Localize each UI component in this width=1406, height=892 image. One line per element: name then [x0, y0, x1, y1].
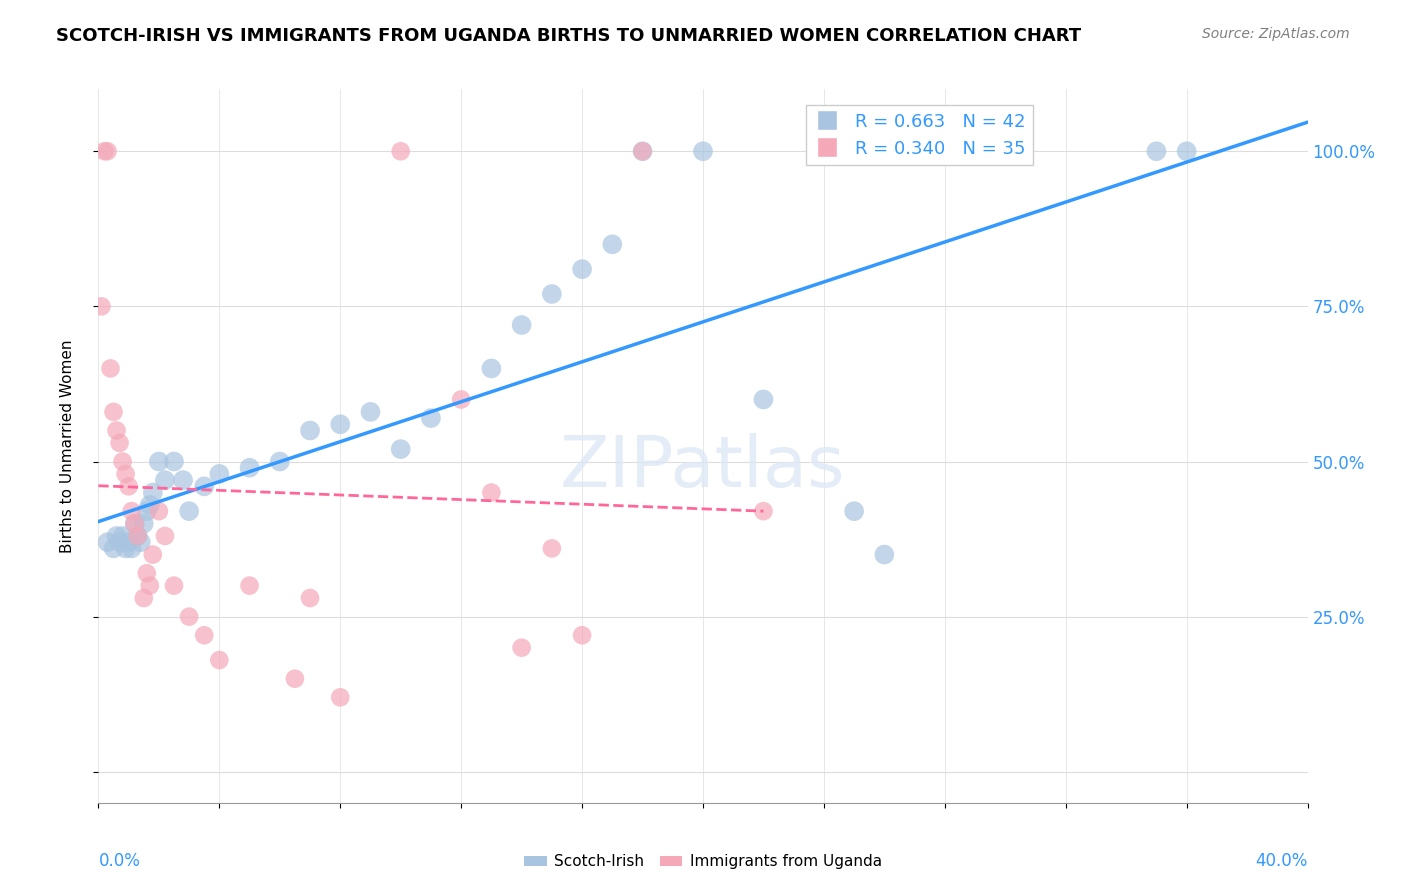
- Point: [90, 299, 112, 313]
- Point: [96, 535, 118, 549]
- Point: [631, 145, 654, 159]
- Point: [148, 504, 170, 518]
- Point: [540, 541, 562, 556]
- Point: [450, 392, 472, 407]
- Point: [114, 467, 136, 481]
- Point: [389, 442, 412, 456]
- Point: [360, 405, 382, 419]
- Point: [510, 640, 533, 655]
- Point: [124, 516, 146, 531]
- Point: [284, 672, 307, 686]
- Point: [103, 541, 125, 556]
- Point: [481, 485, 503, 500]
- Point: [420, 411, 443, 425]
- Point: [1146, 145, 1168, 159]
- Text: ZIPatlas: ZIPatlas: [560, 433, 846, 502]
- Point: [103, 405, 125, 419]
- Point: [124, 516, 146, 531]
- Point: [193, 479, 215, 493]
- Point: [118, 535, 141, 549]
- Point: [100, 361, 122, 376]
- Point: [132, 516, 155, 531]
- Point: [179, 609, 201, 624]
- Point: [239, 579, 262, 593]
- Point: [299, 424, 322, 438]
- Point: [193, 628, 215, 642]
- Point: [602, 237, 624, 252]
- Point: [139, 579, 162, 593]
- Point: [329, 417, 352, 432]
- Point: [148, 454, 170, 468]
- Point: [139, 498, 162, 512]
- Point: [269, 454, 291, 468]
- Point: [1175, 145, 1198, 159]
- Point: [239, 460, 262, 475]
- Point: [163, 579, 186, 593]
- Point: [121, 504, 143, 518]
- Point: [389, 145, 412, 159]
- Point: [179, 504, 201, 518]
- Point: [540, 287, 562, 301]
- Legend: R = 0.663   N = 42, R = 0.340   N = 35: R = 0.663 N = 42, R = 0.340 N = 35: [806, 105, 1032, 165]
- Point: [135, 504, 157, 518]
- Point: [153, 529, 176, 543]
- Point: [127, 529, 149, 543]
- Point: [631, 145, 654, 159]
- Legend: Scotch-Irish, Immigrants from Uganda: Scotch-Irish, Immigrants from Uganda: [517, 848, 889, 875]
- Point: [105, 424, 128, 438]
- Point: [172, 473, 194, 487]
- Point: [208, 467, 231, 481]
- Point: [108, 535, 131, 549]
- Point: [127, 529, 149, 543]
- Point: [121, 541, 143, 556]
- Point: [994, 145, 1017, 159]
- Point: [163, 454, 186, 468]
- Point: [129, 535, 152, 549]
- Point: [142, 548, 165, 562]
- Point: [132, 591, 155, 605]
- Point: [208, 653, 231, 667]
- Point: [873, 548, 896, 562]
- Point: [510, 318, 533, 332]
- Text: 40.0%: 40.0%: [1256, 853, 1308, 871]
- Text: 0.0%: 0.0%: [98, 853, 141, 871]
- Point: [96, 145, 118, 159]
- Point: [114, 541, 136, 556]
- Point: [111, 529, 134, 543]
- Point: [135, 566, 157, 581]
- Point: [571, 628, 593, 642]
- Point: [752, 392, 775, 407]
- Text: Source: ZipAtlas.com: Source: ZipAtlas.com: [1202, 27, 1350, 41]
- Point: [111, 454, 134, 468]
- Point: [571, 262, 593, 277]
- Point: [142, 485, 165, 500]
- Point: [105, 529, 128, 543]
- Point: [692, 145, 714, 159]
- Text: SCOTCH-IRISH VS IMMIGRANTS FROM UGANDA BIRTHS TO UNMARRIED WOMEN CORRELATION CHA: SCOTCH-IRISH VS IMMIGRANTS FROM UGANDA B…: [56, 27, 1081, 45]
- Point: [153, 473, 176, 487]
- Y-axis label: Births to Unmarried Women: Births to Unmarried Women: [60, 339, 75, 553]
- Point: [844, 504, 866, 518]
- Point: [108, 436, 131, 450]
- Point: [752, 504, 775, 518]
- Point: [329, 690, 352, 705]
- Point: [118, 479, 141, 493]
- Point: [481, 361, 503, 376]
- Point: [299, 591, 322, 605]
- Point: [93, 145, 115, 159]
